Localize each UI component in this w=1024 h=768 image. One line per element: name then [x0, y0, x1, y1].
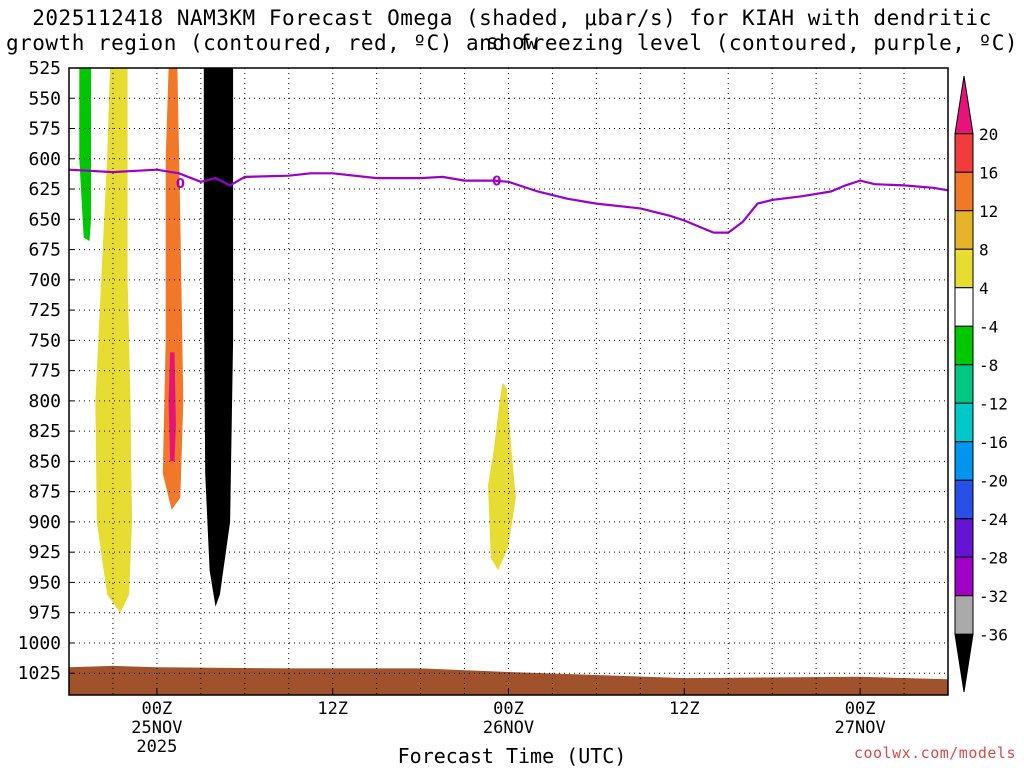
- chart-title-line2: growth region (contoured, red, ºC) and f…: [5, 31, 1019, 55]
- colorbar-label: -4: [979, 317, 998, 336]
- colorbar-swatch: [954, 210, 974, 250]
- colorbar-swatch: [954, 248, 974, 289]
- credit-text: coolwx.com/models: [853, 744, 1016, 762]
- y-tick-label: 750: [28, 330, 61, 351]
- freezing-level-contour-label: 0: [492, 175, 501, 190]
- chart-title-line1: 2025112418 NAM3KM Forecast Omega (shaded…: [32, 6, 992, 54]
- y-tick-label: 925: [28, 542, 61, 563]
- x-tick-label: 25NOV: [131, 718, 182, 738]
- y-tick-label: 675: [28, 240, 61, 261]
- omega-region-moderate-subsidence: [162, 68, 184, 510]
- colorbar-label: -16: [979, 433, 1008, 452]
- colorbar-label: -32: [979, 587, 1008, 606]
- colorbar-label: 16: [979, 163, 998, 182]
- y-tick-label: 575: [28, 119, 61, 140]
- y-tick-label: 1025: [18, 663, 61, 684]
- y-tick-label: 650: [28, 209, 61, 230]
- x-tick-label: 27NOV: [835, 718, 886, 738]
- colorbar-arrow-bottom: [954, 633, 974, 693]
- x-tick-label: 12Z: [669, 699, 700, 719]
- colorbar-arrow-top: [954, 75, 974, 135]
- omega-region-low-level-subsidence: [95, 68, 132, 613]
- colorbar-label: -20: [979, 471, 1008, 490]
- colorbar-swatch: [954, 364, 974, 404]
- colorbar-label: 12: [979, 202, 998, 221]
- colorbar-swatch: [954, 479, 974, 520]
- omega-region-strong-subsidence: [168, 352, 176, 462]
- colorbar-swatch: [954, 325, 974, 366]
- y-tick-label: 1000: [18, 633, 61, 654]
- colorbar-swatch: [954, 518, 974, 558]
- colorbar-label: 20: [979, 125, 998, 144]
- x-axis-title: Forecast Time (UTC): [397, 744, 627, 768]
- colorbar-swatch: [954, 402, 974, 443]
- y-tick-label: 625: [28, 179, 61, 200]
- y-tick-label: 825: [28, 421, 61, 442]
- y-tick-label: 950: [28, 572, 61, 593]
- x-tick-label: 00Z: [845, 699, 876, 719]
- y-tick-label: 775: [28, 361, 61, 382]
- colorbar-label: 8: [979, 240, 989, 259]
- colorbar-swatch: [954, 287, 974, 327]
- omega-region-weak-upward-motion: [79, 68, 91, 242]
- colorbar-label: -12: [979, 394, 1008, 413]
- y-tick-label: 700: [28, 270, 61, 291]
- x-tick-label: 26NOV: [483, 718, 534, 738]
- freezing-level-contour: [68, 168, 949, 234]
- plot-background: [69, 68, 948, 695]
- plot-frame: [68, 67, 949, 696]
- y-tick-label: 550: [28, 88, 61, 109]
- x-tick-label: 12Z: [317, 699, 348, 719]
- colorbar-swatch: [954, 171, 974, 212]
- colorbar-label: 4: [979, 279, 989, 298]
- colorbar-label: -8: [979, 356, 998, 375]
- y-tick-label: 975: [28, 603, 61, 624]
- colorbar-swatch: [954, 556, 974, 597]
- y-tick-label: 850: [28, 451, 61, 472]
- colorbar-label: -28: [979, 548, 1008, 567]
- x-tick-label: 00Z: [142, 699, 173, 719]
- colorbar-swatch: [954, 441, 974, 481]
- colorbar-label: -24: [979, 510, 1008, 529]
- omega-region-strong-upward-motion-core: [203, 68, 234, 607]
- colorbar-swatch: [954, 595, 974, 635]
- y-tick-label: 875: [28, 482, 61, 503]
- freezing-level-contour-label: 0: [176, 177, 185, 192]
- colorbar-label: -36: [979, 625, 1008, 644]
- y-tick-label: 600: [28, 149, 61, 170]
- x-tick-label: 00Z: [493, 699, 524, 719]
- y-tick-label: 725: [28, 300, 61, 321]
- y-tick-label: 525: [28, 58, 61, 79]
- y-tick-label: 800: [28, 391, 61, 412]
- y-tick-label: 900: [28, 512, 61, 533]
- x-tick-label: 2025: [136, 737, 177, 757]
- colorbar-swatch: [954, 133, 974, 173]
